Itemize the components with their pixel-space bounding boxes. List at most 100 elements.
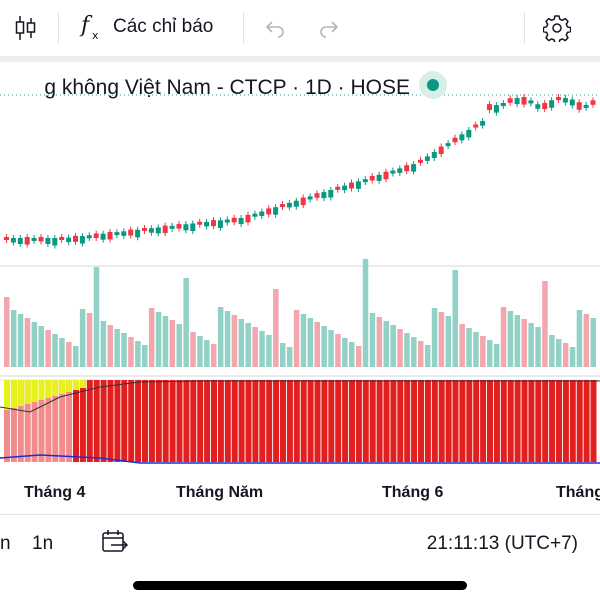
symbol-title[interactable]: g không Việt Nam - CTCP · 1D · HOSE [44, 76, 410, 99]
range-button-1n[interactable]: 1n [32, 533, 54, 554]
chart-type-button[interactable] [8, 12, 42, 44]
indicator-column [362, 380, 369, 462]
indicator-column [217, 380, 224, 462]
candle [535, 104, 541, 109]
candle [66, 237, 72, 243]
volume-bar [569, 347, 576, 367]
indicator-column [404, 380, 411, 462]
indicator-column [280, 380, 286, 462]
chart-area[interactable]: g không Việt Nam - CTCP · 1D · HOSE [0, 62, 600, 472]
volume-bar [493, 344, 500, 367]
indicator-column [114, 380, 121, 462]
indicator-yellow-segment [10, 380, 17, 408]
indicator-column [204, 380, 211, 462]
candle [293, 200, 299, 207]
volume-bar [266, 335, 272, 367]
indicator-column [273, 380, 280, 462]
market-open-dot [427, 79, 439, 91]
candle [197, 221, 203, 225]
indicator-column [445, 380, 452, 462]
volume-bar [245, 323, 251, 367]
volume-bar [204, 340, 210, 367]
range-button[interactable]: n [0, 533, 11, 554]
candle [86, 235, 92, 239]
candle [569, 99, 575, 106]
candle [487, 104, 492, 111]
candle [542, 103, 548, 110]
indicator-yellow-segment [38, 380, 45, 400]
indicator-yellow-segment [66, 380, 73, 392]
candle [17, 238, 23, 244]
volume-bar [556, 339, 562, 367]
candle [45, 238, 51, 244]
indicator-yellow-segment [4, 380, 10, 410]
indicator-column [480, 380, 487, 462]
svg-text:x: x [92, 29, 99, 42]
indicator-column [142, 380, 148, 462]
settings-button[interactable] [540, 12, 574, 44]
indicator-column [500, 380, 507, 462]
calendar-arrow-icon [102, 530, 129, 552]
volume-bar [307, 318, 314, 367]
toolbar-divider [0, 56, 600, 62]
indicator-column [459, 380, 466, 462]
indicator-column [59, 380, 66, 462]
indicator-column [93, 380, 100, 462]
candle [314, 193, 320, 198]
volume-bar [562, 343, 569, 367]
indicator-column [197, 380, 204, 462]
indicator-column [583, 380, 590, 462]
candle [390, 170, 396, 174]
candle [335, 186, 341, 190]
indicators-label[interactable]: Các chỉ báo [113, 16, 214, 37]
redo-button[interactable] [314, 14, 344, 42]
indicator-signal-line [0, 454, 600, 464]
volume-bar [445, 316, 452, 367]
candle [114, 232, 120, 236]
candle [38, 237, 44, 242]
candle [142, 227, 147, 231]
volume-bar [38, 326, 44, 367]
indicator-column [349, 380, 355, 462]
volume-bar [148, 308, 155, 367]
volume-bar [24, 318, 31, 367]
candle [500, 103, 506, 107]
date-range-button[interactable] [100, 529, 130, 557]
indicator-column [321, 380, 328, 462]
candle [411, 164, 417, 172]
candle [204, 221, 210, 227]
undo-button[interactable] [260, 14, 290, 42]
volume-bar [17, 314, 24, 367]
market-status-indicator[interactable] [419, 71, 447, 99]
volume-bar [286, 347, 293, 367]
candle [307, 196, 313, 200]
candle [52, 238, 58, 246]
indicator-column [169, 380, 176, 462]
candle [466, 129, 472, 138]
candle [576, 102, 582, 110]
indicator-column [300, 380, 307, 462]
volume-bar [135, 341, 141, 367]
indicator-column [100, 380, 107, 462]
candle [273, 207, 279, 215]
indicator-column [418, 380, 424, 462]
candle [245, 214, 251, 223]
candle [459, 134, 465, 141]
time-axis[interactable]: Tháng 4 Tháng Năm Tháng 6 Tháng [0, 472, 600, 514]
volume-bar [342, 338, 348, 367]
clock-timezone[interactable]: 21:11:13 (UTC+7) [426, 533, 578, 554]
indicators-button[interactable]: f x [74, 10, 234, 46]
indicator-column [576, 380, 583, 462]
candle [231, 217, 237, 223]
indicator-column [369, 380, 376, 462]
volume-bar [45, 330, 51, 367]
volume-bar [280, 343, 286, 367]
volume-bar [259, 331, 265, 367]
indicator-column [383, 380, 390, 462]
volume-bar [4, 297, 10, 367]
indicator-column [107, 380, 114, 462]
candle [73, 235, 78, 242]
price-chart[interactable] [0, 62, 600, 472]
candle [24, 237, 30, 245]
